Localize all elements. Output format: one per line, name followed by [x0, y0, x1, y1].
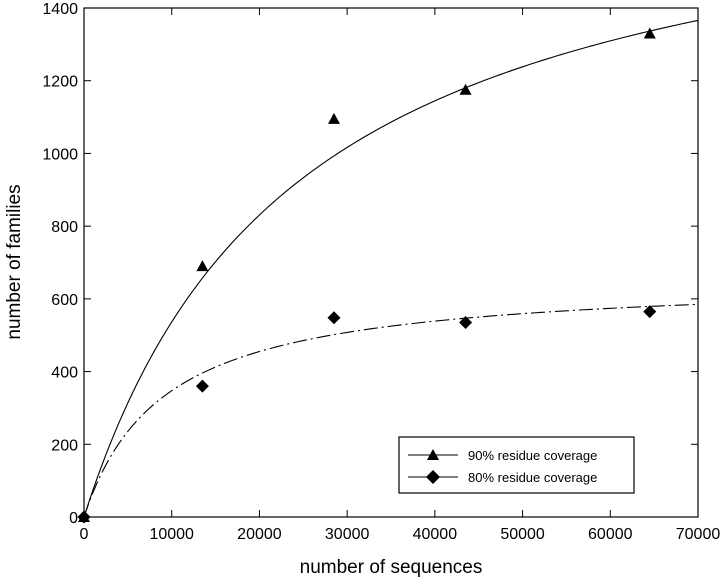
x-tick-label: 20000	[237, 526, 282, 543]
axis-ticks: 0 10000 20000 30000 40000 50000 60000 70000 0 200…	[42, 1, 720, 543]
x-tick-label: 30000	[325, 526, 370, 543]
y-tick-label: 400	[51, 365, 78, 382]
x-tick-label: 50000	[500, 526, 545, 543]
point-80-diamond	[195, 379, 209, 393]
fit-curve-80	[83, 303, 699, 518]
point-90-triangle	[459, 83, 472, 95]
y-tick-label: 1400	[42, 1, 78, 18]
legend-label-80: 80% residue coverage	[468, 470, 597, 485]
y-tick-label: 1000	[42, 146, 78, 163]
y-tick-label: 600	[51, 292, 78, 309]
point-80-diamond	[327, 311, 341, 325]
legend: 90% residue coverage 80% residue coverag…	[398, 436, 635, 494]
point-90-triangle	[643, 27, 656, 39]
data-points	[77, 27, 657, 524]
fit-curve-90	[83, 19, 699, 518]
x-tick-label: 0	[80, 526, 89, 543]
legend-marker-triangle	[427, 449, 439, 460]
y-tick-label: 1200	[42, 74, 78, 91]
legend-marker-diamond	[426, 470, 440, 484]
point-80-diamond	[77, 510, 91, 524]
x-axis-title: number of sequences	[300, 557, 483, 578]
fit-curves	[83, 19, 699, 518]
y-axis-title: number of families	[4, 184, 25, 339]
y-tick-label: 800	[51, 219, 78, 236]
point-80-diamond	[643, 305, 657, 319]
legend-label-90: 90% residue coverage	[468, 448, 597, 463]
point-90-triangle	[327, 112, 340, 124]
plot-frame	[83, 7, 699, 518]
y-tick-label: 200	[51, 437, 78, 454]
y-tick-label: 0	[69, 510, 78, 527]
x-tick-label: 40000	[413, 526, 458, 543]
point-90-triangle	[196, 260, 209, 272]
x-tick-label: 10000	[149, 526, 194, 543]
point-80-diamond	[459, 315, 473, 329]
legend-box	[398, 436, 635, 494]
x-tick-label: 60000	[588, 526, 633, 543]
x-tick-label: 70000	[676, 526, 720, 543]
